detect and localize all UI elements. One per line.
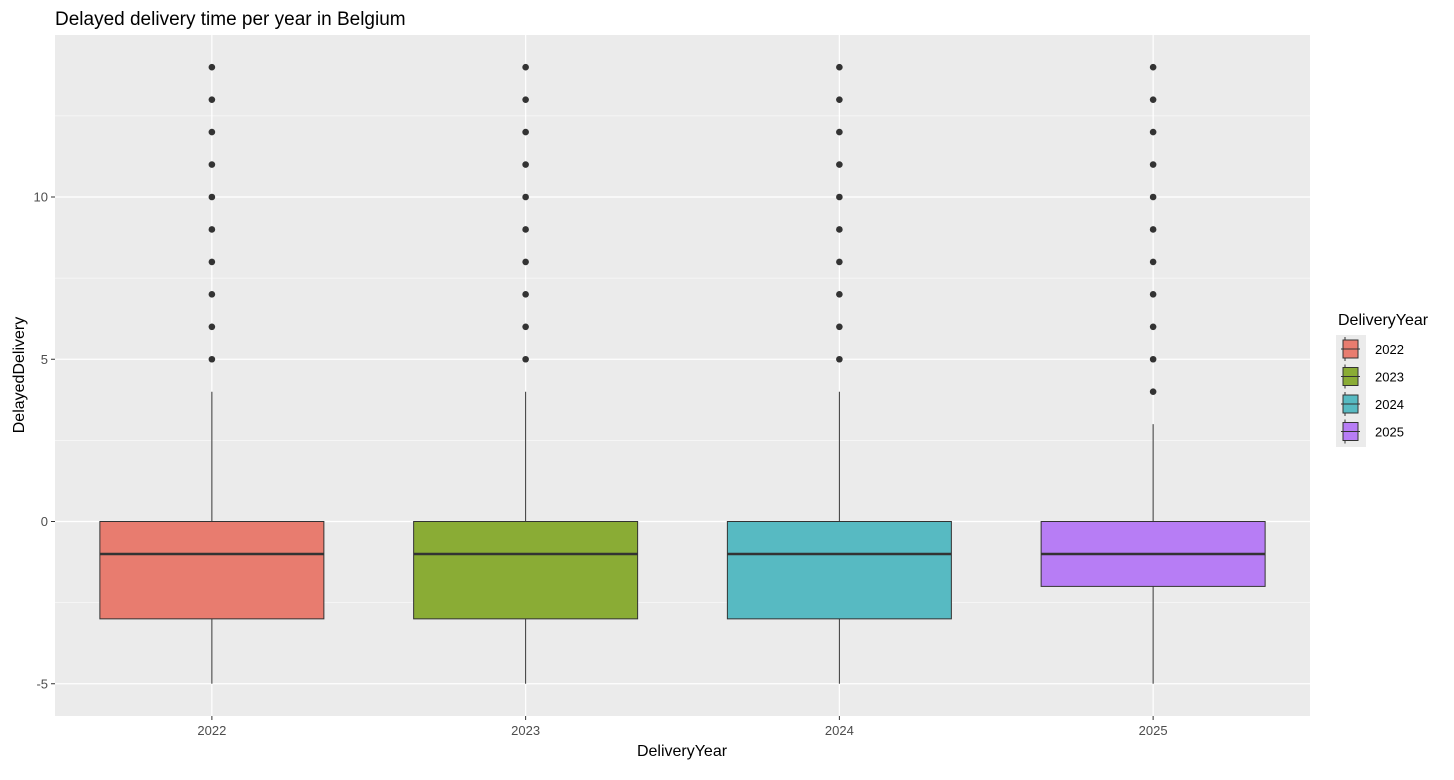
- outlier-point: [208, 291, 216, 298]
- outlier-point: [1149, 291, 1157, 298]
- outlier-point: [208, 323, 216, 331]
- outlier-point: [522, 226, 529, 233]
- x-axis-title: DeliveryYear: [637, 743, 728, 760]
- outlier-point: [208, 226, 216, 233]
- outlier-point: [522, 355, 529, 363]
- y-tick-label: 0: [41, 514, 48, 529]
- outlier-point: [208, 355, 216, 363]
- outlier-point: [1149, 161, 1157, 168]
- y-tick-label: 10: [34, 190, 48, 205]
- outlier-point: [836, 96, 843, 103]
- box-2023: [413, 63, 639, 684]
- legend-item-2025: 2025: [1341, 419, 1404, 444]
- outlier-point: [1149, 96, 1157, 103]
- legend-item-label: 2023: [1375, 370, 1404, 385]
- outlier-point: [836, 355, 843, 363]
- outlier-point: [522, 128, 529, 136]
- legend-title: DeliveryYear: [1338, 312, 1429, 329]
- outlier-point: [522, 323, 529, 331]
- box-2025: [1040, 63, 1266, 684]
- legend: DeliveryYear 2022 2023 2024 2025: [1336, 312, 1429, 447]
- outlier-point: [208, 128, 216, 136]
- box-body: [99, 521, 325, 620]
- outlier-point: [1149, 388, 1157, 396]
- outlier-point: [836, 226, 843, 233]
- y-axis-title: DelayedDelivery: [11, 317, 28, 434]
- outlier-point: [1149, 128, 1157, 136]
- box-body: [726, 521, 952, 620]
- outlier-point: [1149, 258, 1157, 266]
- outlier-point: [522, 63, 529, 71]
- outlier-point: [522, 258, 529, 266]
- outlier-point: [836, 63, 843, 71]
- box-2024: [726, 63, 952, 684]
- outlier-point: [1149, 226, 1157, 233]
- outlier-point: [836, 128, 843, 136]
- outlier-point: [208, 193, 216, 201]
- y-tick-label: -5: [36, 676, 48, 691]
- outlier-point: [208, 161, 216, 168]
- outlier-point: [1149, 323, 1157, 331]
- outlier-point: [522, 193, 529, 201]
- legend-item-label: 2025: [1375, 425, 1404, 440]
- legend-item-2023: 2023: [1341, 364, 1404, 389]
- outlier-point: [208, 63, 216, 71]
- outlier-point: [1149, 193, 1157, 201]
- outlier-point: [836, 291, 843, 298]
- outlier-point: [836, 258, 843, 266]
- outlier-point: [836, 323, 843, 331]
- outlier-point: [522, 291, 529, 298]
- x-tick-label: 2025: [1139, 723, 1168, 738]
- box-2022: [99, 63, 325, 684]
- y-tick-label: 5: [41, 352, 48, 367]
- chart-title: Delayed delivery time per year in Belgiu…: [55, 9, 406, 30]
- outlier-point: [208, 96, 216, 103]
- outlier-point: [522, 96, 529, 103]
- outlier-point: [1149, 355, 1157, 363]
- outlier-point: [1149, 63, 1157, 71]
- legend-item-label: 2024: [1375, 397, 1404, 412]
- boxes-layer: [99, 63, 1266, 684]
- legend-item-label: 2022: [1375, 342, 1404, 357]
- box-body: [413, 521, 639, 620]
- x-tick-label: 2022: [197, 723, 226, 738]
- outlier-point: [836, 161, 843, 168]
- outlier-point: [208, 258, 216, 266]
- x-tick-label: 2023: [511, 723, 540, 738]
- x-axis: 2022 2023 2024 2025: [197, 716, 1168, 738]
- legend-item-2024: 2024: [1341, 392, 1404, 416]
- x-tick-label: 2024: [825, 723, 854, 738]
- outlier-point: [522, 161, 529, 168]
- y-axis: -5 0 5 10: [34, 190, 55, 691]
- legend-item-2022: 2022: [1341, 337, 1404, 361]
- outlier-point: [836, 193, 843, 201]
